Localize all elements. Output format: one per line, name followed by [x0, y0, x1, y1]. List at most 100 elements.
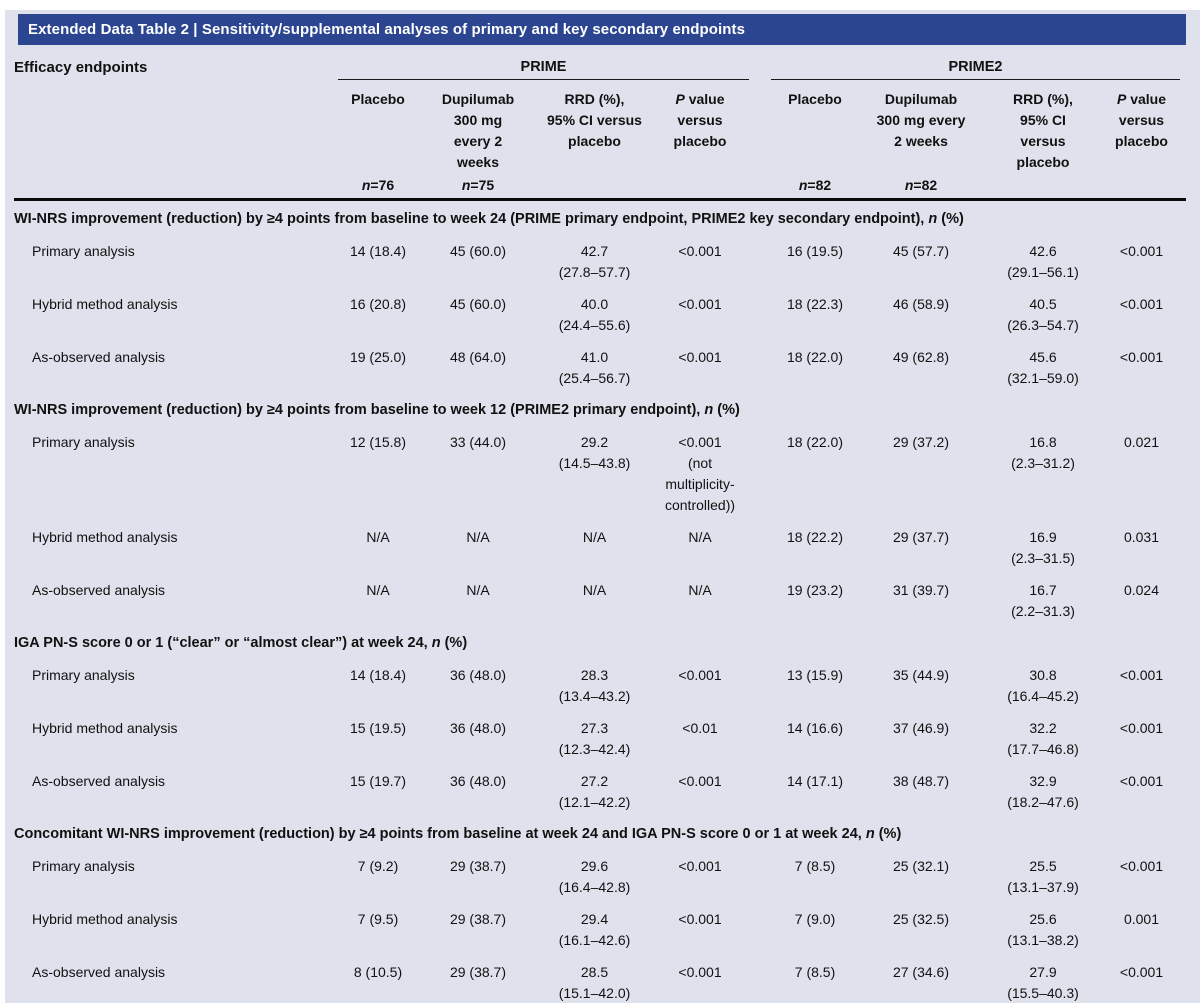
value-cell: <0.001	[1119, 667, 1164, 683]
value-cell: 45 (60.0)	[449, 296, 507, 312]
col-header-prime-placebo: Placebo	[351, 91, 405, 107]
n-value: =82	[913, 177, 938, 193]
section-header-text: WI-NRS improvement (reduction) by ≥4 poi…	[14, 211, 929, 227]
row-label: Primary analysis	[32, 434, 135, 450]
value-cell: 33 (44.0)	[449, 434, 507, 450]
table-panel: Extended Data Table 2 | Sensitivity/supp…	[5, 10, 1200, 1003]
value-cell: <0.001	[1119, 720, 1164, 736]
row-label: Primary analysis	[32, 243, 135, 259]
value-cell: N/A	[466, 582, 490, 598]
value-cell: 0.024	[1123, 582, 1160, 598]
group-gap	[749, 718, 771, 760]
value-cell: 29.6 (16.4–42.8)	[558, 858, 631, 895]
group-gap	[749, 54, 771, 80]
value-cell: 0.001	[1123, 911, 1160, 927]
value-cell: 0.031	[1123, 529, 1160, 545]
section-header-suffix: (%)	[937, 211, 964, 227]
value-cell: 8 (10.5)	[353, 964, 403, 980]
value-cell: 36 (48.0)	[449, 773, 507, 789]
group-gap	[749, 771, 771, 813]
value-cell: N/A	[582, 582, 607, 598]
table-row: As-observed analysis 8 (10.5) 29 (38.7) 28.…	[14, 962, 1180, 1003]
value-cell: 41.0 (25.4–56.7)	[558, 349, 631, 386]
table-row: Hybrid method analysis 15 (19.5) 36 (48.0)…	[14, 718, 1180, 760]
group-header-prime2: PRIME2	[771, 54, 1180, 80]
section-header-n-italic: n	[704, 402, 714, 418]
col-header-prime2-placebo: Placebo	[788, 91, 842, 107]
section-header: Concomitant WI-NRS improvement (reductio…	[14, 824, 1180, 845]
value-cell: 42.6 (29.1–56.1)	[1007, 243, 1079, 280]
n-value: =76	[370, 177, 395, 193]
value-cell: 14 (18.4)	[349, 243, 407, 259]
header-divider-rule	[14, 198, 1186, 201]
value-cell: 36 (48.0)	[449, 720, 507, 736]
value-cell: 0.021	[1123, 434, 1160, 450]
p-rest: value versus placebo	[673, 91, 727, 149]
p-italic: P	[1116, 91, 1127, 107]
section-header-n-italic: n	[928, 211, 938, 227]
value-cell: 7 (9.5)	[357, 911, 399, 927]
value-cell: 16 (20.8)	[349, 296, 407, 312]
value-cell: 14 (17.1)	[786, 773, 844, 789]
n-italic: n	[461, 177, 471, 193]
value-cell: 19 (25.0)	[349, 349, 407, 365]
table-section: WI-NRS improvement (reduction) by ≥4 poi…	[14, 400, 1180, 622]
value-cell: 35 (44.9)	[892, 667, 950, 683]
group-gap	[749, 432, 771, 516]
value-cell: 29.2 (14.5–43.8)	[558, 434, 631, 471]
table-section: Concomitant WI-NRS improvement (reductio…	[14, 824, 1180, 1003]
section-header: IGA PN-S score 0 or 1 (“clear” or “almos…	[14, 633, 1180, 654]
data-table: Efficacy endpoints PRIME PRIME2 Placebo …	[14, 54, 1186, 1003]
p-italic: P	[675, 91, 685, 107]
col-header-prime-dupilumab: Dupilumab 300 mg every 2 weeks	[441, 91, 515, 170]
value-cell: <0.001	[1119, 773, 1164, 789]
value-cell: 27.3 (12.3–42.4)	[558, 720, 631, 757]
value-cell: <0.001	[678, 858, 722, 874]
value-cell: 14 (18.4)	[349, 667, 407, 683]
value-cell: 29 (38.7)	[449, 858, 507, 874]
table-section: IGA PN-S score 0 or 1 (“clear” or “almos…	[14, 633, 1180, 813]
group-gap	[749, 580, 771, 622]
value-cell: N/A	[366, 582, 390, 598]
value-cell: 15 (19.5)	[349, 720, 407, 736]
row-label: Primary analysis	[32, 858, 135, 874]
value-cell: 25.6 (13.1–38.2)	[1007, 911, 1079, 948]
value-cell: 7 (9.2)	[357, 858, 399, 874]
value-cell: 28.5 (15.1–42.0)	[558, 964, 631, 1001]
row-label: Hybrid method analysis	[32, 529, 178, 545]
value-cell: 19 (23.2)	[786, 582, 844, 598]
value-cell: <0.001	[678, 911, 722, 927]
value-cell: 32.9 (18.2–47.6)	[1007, 773, 1079, 810]
section-header-text: IGA PN-S score 0 or 1 (“clear” or “almos…	[14, 635, 432, 651]
value-cell: 18 (22.2)	[786, 529, 844, 545]
col-header-prime2-pvalue: P value versus placebo	[1103, 89, 1180, 173]
value-cell: <0.001	[1119, 858, 1164, 874]
table-sections: WI-NRS improvement (reduction) by ≥4 poi…	[14, 209, 1180, 1003]
value-cell: 25 (32.5)	[892, 911, 950, 927]
n-count-prime-dupilumab: n=75	[418, 175, 538, 195]
value-cell: 29 (38.7)	[449, 911, 507, 927]
n-count-prime-placebo: n=76	[338, 175, 418, 195]
value-cell: N/A	[688, 529, 712, 545]
value-cell: 29 (37.7)	[892, 529, 950, 545]
value-cell: <0.001	[678, 964, 722, 980]
table-title: Extended Data Table 2 | Sensitivity/supp…	[28, 21, 746, 38]
value-cell: 45 (57.7)	[892, 243, 950, 259]
table-header-groups: Efficacy endpoints PRIME PRIME2	[14, 54, 1180, 80]
group-header-prime2-label: PRIME2	[948, 59, 1003, 75]
group-header-prime-label: PRIME	[520, 59, 567, 75]
table-section: WI-NRS improvement (reduction) by ≥4 poi…	[14, 209, 1180, 389]
table-header-n-row: n=76 n=75 n=82 n=82	[14, 173, 1180, 195]
value-cell: 16.7 (2.2–31.3)	[1011, 582, 1075, 619]
value-cell: <0.001 (not multiplicity- controlled))	[664, 434, 736, 513]
value-cell: 13 (15.9)	[786, 667, 844, 683]
table-row: Hybrid method analysis N/A N/A N/A N/A 18 (22…	[14, 527, 1180, 569]
group-gap	[749, 527, 771, 569]
section-header-n-italic: n	[865, 826, 875, 842]
value-cell: <0.01	[682, 720, 718, 736]
value-cell: 27.9 (15.5–40.3)	[1007, 964, 1079, 1001]
value-cell: 31 (39.7)	[892, 582, 950, 598]
value-cell: 40.5 (26.3–54.7)	[1007, 296, 1079, 333]
row-label: As-observed analysis	[32, 582, 166, 598]
